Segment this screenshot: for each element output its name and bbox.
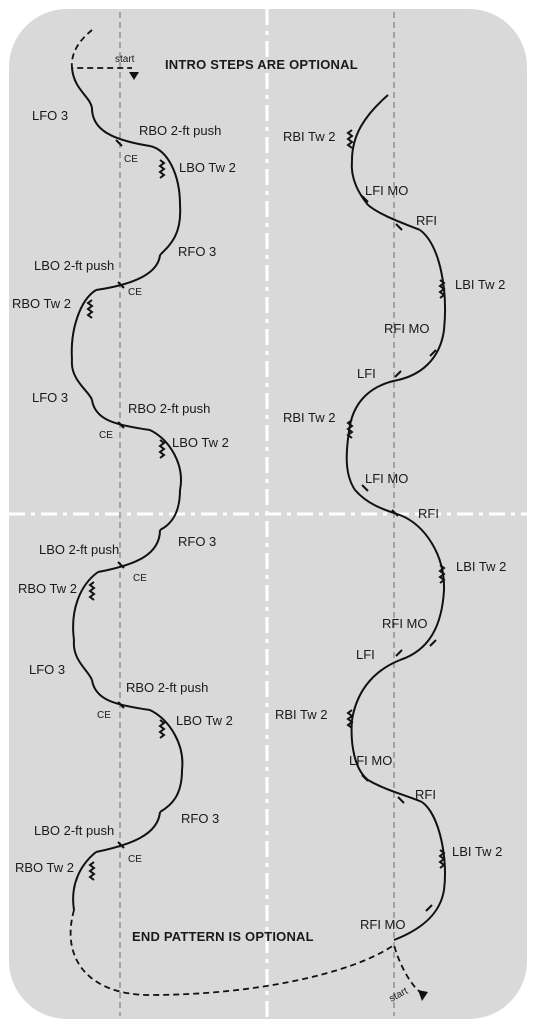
right-step-label: LBI Tw 2: [452, 844, 503, 859]
right-step-label: LFI MO: [349, 753, 393, 768]
right-step-label: RFI: [418, 506, 439, 521]
left-step-label: RFO 3: [178, 534, 217, 549]
left-ce-label: CE: [99, 430, 113, 441]
end-dashed-path: [69, 909, 421, 996]
left-step-label: RBO 2-ft push: [139, 123, 222, 138]
left-step-label: LBO Tw 2: [172, 435, 229, 450]
right-step-label: RBI Tw 2: [283, 129, 336, 144]
left-ce-label: CE: [133, 573, 147, 584]
start-label-top: start: [115, 54, 135, 65]
left-ce-label: CE: [128, 854, 142, 865]
left-step-label: RBO 2-ft push: [128, 401, 211, 416]
right-step-label: LFI MO: [365, 183, 409, 198]
end-note: END PATTERN IS OPTIONAL: [132, 929, 314, 944]
left-step-label: LFO 3: [32, 108, 69, 123]
left-step-label: RBO Tw 2: [15, 860, 75, 875]
right-step-label: LFI MO: [365, 471, 409, 486]
right-step-label: RFI MO: [384, 321, 430, 336]
right-step-label: RFI: [415, 787, 436, 802]
left-step-label: LBO Tw 2: [176, 713, 233, 728]
left-step-label: RBO 2-ft push: [126, 680, 209, 695]
left-step-label: LBO 2-ft push: [34, 823, 115, 838]
right-step-label: LFI: [357, 366, 376, 381]
left-ce-label: CE: [128, 287, 142, 298]
left-step-label: LFO 3: [29, 662, 66, 677]
left-step-label: LBO 2-ft push: [34, 258, 115, 273]
left-step-label: RBO Tw 2: [18, 581, 78, 596]
left-step-label: LFO 3: [32, 390, 69, 405]
right-step-label: RFI: [416, 213, 437, 228]
right-step-label: RBI Tw 2: [275, 707, 328, 722]
right-step-label: LBI Tw 2: [456, 559, 507, 574]
right-step-label: LFI: [356, 647, 375, 662]
right-step-label: RFI MO: [360, 917, 406, 932]
left-step-label: LBO 2-ft push: [39, 542, 120, 557]
right-step-label: RBI Tw 2: [283, 410, 336, 425]
left-tracing: [70, 67, 184, 911]
right-tracing: [345, 94, 446, 941]
intro-note: INTRO STEPS ARE OPTIONAL: [165, 57, 358, 72]
left-step-label: RFO 3: [181, 811, 220, 826]
right-step-label: RFI MO: [382, 616, 428, 631]
left-step-label: RBO Tw 2: [12, 296, 72, 311]
intro-dashed-path: [70, 29, 132, 69]
start-arrow-top: [129, 72, 139, 80]
left-ce-label: CE: [97, 710, 111, 721]
right-step-label: LBI Tw 2: [455, 277, 506, 292]
left-ce-label: CE: [124, 154, 138, 165]
left-step-label: LBO Tw 2: [179, 160, 236, 175]
start-arrow-bottom: [418, 990, 428, 1001]
left-step-label: RFO 3: [178, 244, 217, 259]
